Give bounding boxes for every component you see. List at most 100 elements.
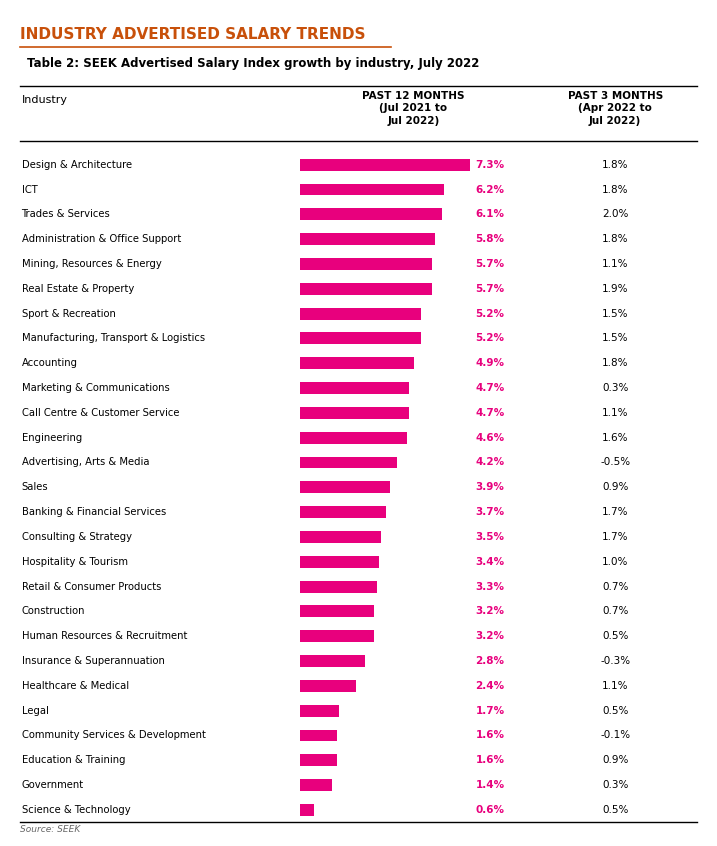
- Bar: [300, 606, 374, 618]
- Text: Industry: Industry: [22, 95, 67, 105]
- Bar: [300, 431, 407, 443]
- Bar: [300, 184, 444, 195]
- Bar: [300, 159, 470, 171]
- Text: 4.7%: 4.7%: [475, 408, 505, 418]
- Text: 6.1%: 6.1%: [475, 209, 504, 219]
- Bar: [300, 804, 313, 816]
- Text: PAST 12 MONTHS
(Jul 2021 to
Jul 2022): PAST 12 MONTHS (Jul 2021 to Jul 2022): [362, 91, 465, 126]
- Text: 2.0%: 2.0%: [602, 209, 628, 219]
- Text: Trades & Services: Trades & Services: [22, 209, 110, 219]
- Text: 5.2%: 5.2%: [475, 333, 504, 343]
- Text: 1.7%: 1.7%: [602, 507, 628, 517]
- Text: 1.5%: 1.5%: [602, 309, 628, 319]
- Bar: [300, 705, 339, 717]
- Text: 0.5%: 0.5%: [602, 631, 628, 641]
- Text: Community Services & Development: Community Services & Development: [22, 730, 205, 740]
- Text: 0.7%: 0.7%: [602, 581, 628, 591]
- Text: 1.8%: 1.8%: [602, 160, 628, 170]
- Text: 1.6%: 1.6%: [475, 730, 504, 740]
- Bar: [300, 755, 337, 766]
- Text: 0.6%: 0.6%: [475, 805, 504, 815]
- Text: 2.4%: 2.4%: [475, 681, 505, 691]
- Text: 0.9%: 0.9%: [602, 482, 628, 492]
- Bar: [300, 556, 379, 568]
- Bar: [300, 258, 432, 270]
- Bar: [300, 531, 381, 543]
- Text: Design & Architecture: Design & Architecture: [22, 160, 132, 170]
- Text: Education & Training: Education & Training: [22, 755, 125, 766]
- Text: 6.2%: 6.2%: [475, 184, 504, 195]
- Text: Administration & Office Support: Administration & Office Support: [22, 234, 181, 244]
- Text: PAST 3 MONTHS
(Apr 2022 to
Jul 2022): PAST 3 MONTHS (Apr 2022 to Jul 2022): [568, 91, 663, 126]
- Bar: [300, 506, 386, 518]
- Bar: [300, 382, 409, 394]
- Bar: [300, 580, 376, 592]
- Text: 5.8%: 5.8%: [475, 234, 504, 244]
- Bar: [300, 457, 397, 469]
- Text: Sport & Recreation: Sport & Recreation: [22, 309, 115, 319]
- Text: 3.3%: 3.3%: [475, 581, 504, 591]
- Text: Government: Government: [22, 780, 84, 790]
- Text: Real Estate & Property: Real Estate & Property: [22, 283, 134, 294]
- Bar: [300, 481, 391, 493]
- Text: 7.3%: 7.3%: [475, 160, 505, 170]
- Text: 1.5%: 1.5%: [602, 333, 628, 343]
- Bar: [300, 332, 421, 344]
- Text: Hospitality & Tourism: Hospitality & Tourism: [22, 557, 128, 567]
- Text: 3.2%: 3.2%: [475, 631, 504, 641]
- Bar: [300, 680, 356, 692]
- Text: 4.7%: 4.7%: [475, 383, 505, 393]
- Text: 5.7%: 5.7%: [475, 259, 505, 269]
- Text: Human Resources & Recruitment: Human Resources & Recruitment: [22, 631, 187, 641]
- Text: 1.8%: 1.8%: [602, 234, 628, 244]
- Text: ICT: ICT: [22, 184, 37, 195]
- Text: Retail & Consumer Products: Retail & Consumer Products: [22, 581, 161, 591]
- Bar: [300, 655, 365, 667]
- Text: 5.2%: 5.2%: [475, 309, 504, 319]
- Bar: [300, 233, 435, 245]
- Text: 5.7%: 5.7%: [475, 283, 505, 294]
- Text: Engineering: Engineering: [22, 432, 82, 442]
- Text: 1.1%: 1.1%: [602, 259, 628, 269]
- Text: 1.9%: 1.9%: [602, 283, 628, 294]
- Text: 0.7%: 0.7%: [602, 607, 628, 617]
- Text: 1.1%: 1.1%: [602, 408, 628, 418]
- Text: Insurance & Superannuation: Insurance & Superannuation: [22, 656, 164, 666]
- Text: 1.7%: 1.7%: [602, 532, 628, 542]
- Bar: [300, 283, 432, 294]
- Text: 4.2%: 4.2%: [475, 458, 505, 468]
- Text: Mining, Resources & Energy: Mining, Resources & Energy: [22, 259, 161, 269]
- Text: Construction: Construction: [22, 607, 85, 617]
- Bar: [300, 407, 409, 419]
- Bar: [300, 208, 442, 220]
- Text: Accounting: Accounting: [22, 358, 77, 368]
- Text: Advertising, Arts & Media: Advertising, Arts & Media: [22, 458, 149, 468]
- Text: Banking & Financial Services: Banking & Financial Services: [22, 507, 166, 517]
- Text: 3.5%: 3.5%: [475, 532, 504, 542]
- Text: 3.9%: 3.9%: [475, 482, 504, 492]
- Text: 1.0%: 1.0%: [602, 557, 628, 567]
- Text: 3.2%: 3.2%: [475, 607, 504, 617]
- Text: 1.8%: 1.8%: [602, 184, 628, 195]
- Text: Healthcare & Medical: Healthcare & Medical: [22, 681, 128, 691]
- Text: 0.9%: 0.9%: [602, 755, 628, 766]
- Text: Legal: Legal: [22, 706, 48, 716]
- Text: 0.5%: 0.5%: [602, 706, 628, 716]
- Bar: [300, 729, 337, 741]
- Text: Sales: Sales: [22, 482, 48, 492]
- Text: 1.4%: 1.4%: [475, 780, 505, 790]
- Text: 4.6%: 4.6%: [475, 432, 505, 442]
- Text: 0.3%: 0.3%: [602, 383, 628, 393]
- Bar: [300, 357, 414, 369]
- Text: 1.6%: 1.6%: [602, 432, 628, 442]
- Text: INDUSTRY ADVERTISED SALARY TRENDS: INDUSTRY ADVERTISED SALARY TRENDS: [20, 27, 366, 42]
- Text: -0.1%: -0.1%: [600, 730, 630, 740]
- Text: Marketing & Communications: Marketing & Communications: [22, 383, 169, 393]
- Text: Call Centre & Customer Service: Call Centre & Customer Service: [22, 408, 179, 418]
- Text: 1.7%: 1.7%: [475, 706, 505, 716]
- Text: 1.6%: 1.6%: [475, 755, 504, 766]
- Text: -0.3%: -0.3%: [600, 656, 630, 666]
- Bar: [300, 779, 332, 791]
- Text: -0.5%: -0.5%: [600, 458, 630, 468]
- Text: Source: SEEK: Source: SEEK: [20, 825, 80, 834]
